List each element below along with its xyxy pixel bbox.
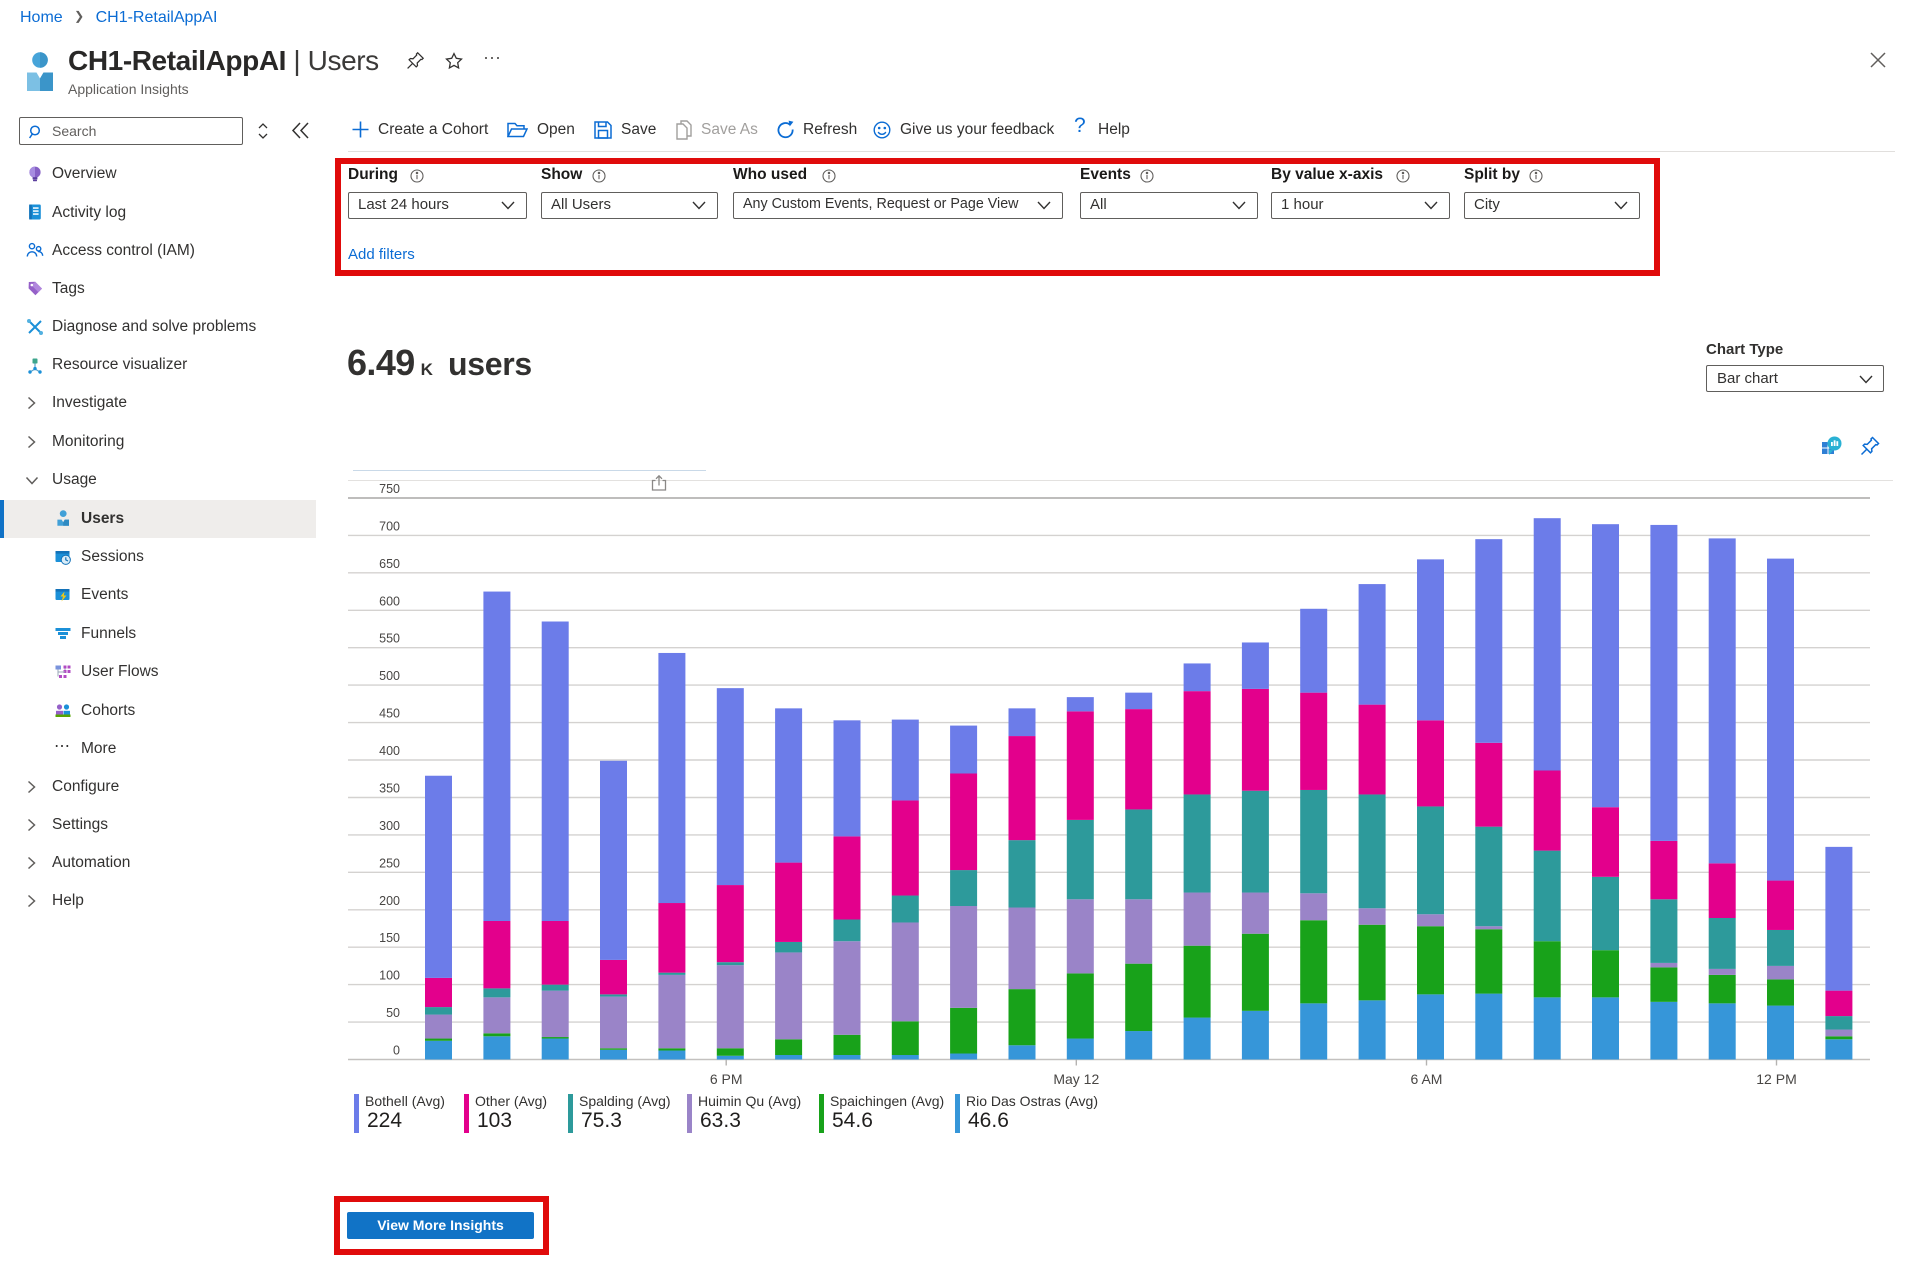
svg-text:400: 400 (379, 744, 400, 758)
svg-text:500: 500 (379, 669, 400, 683)
svg-text:600: 600 (379, 594, 400, 608)
svg-text:100: 100 (379, 969, 400, 983)
svg-text:0: 0 (393, 1044, 400, 1058)
svg-text:250: 250 (379, 856, 400, 870)
svg-text:6 PM: 6 PM (710, 1071, 743, 1087)
svg-text:700: 700 (379, 519, 400, 533)
svg-text:450: 450 (379, 707, 400, 721)
svg-text:150: 150 (379, 931, 400, 945)
svg-text:350: 350 (379, 782, 400, 796)
svg-text:50: 50 (386, 1006, 400, 1020)
svg-text:200: 200 (379, 894, 400, 908)
svg-text:6 AM: 6 AM (1411, 1071, 1443, 1087)
svg-text:May 12: May 12 (1053, 1071, 1099, 1087)
svg-text:750: 750 (379, 482, 400, 496)
svg-text:650: 650 (379, 557, 400, 571)
svg-text:12 PM: 12 PM (1756, 1071, 1796, 1087)
svg-text:550: 550 (379, 632, 400, 646)
svg-text:300: 300 (379, 819, 400, 833)
